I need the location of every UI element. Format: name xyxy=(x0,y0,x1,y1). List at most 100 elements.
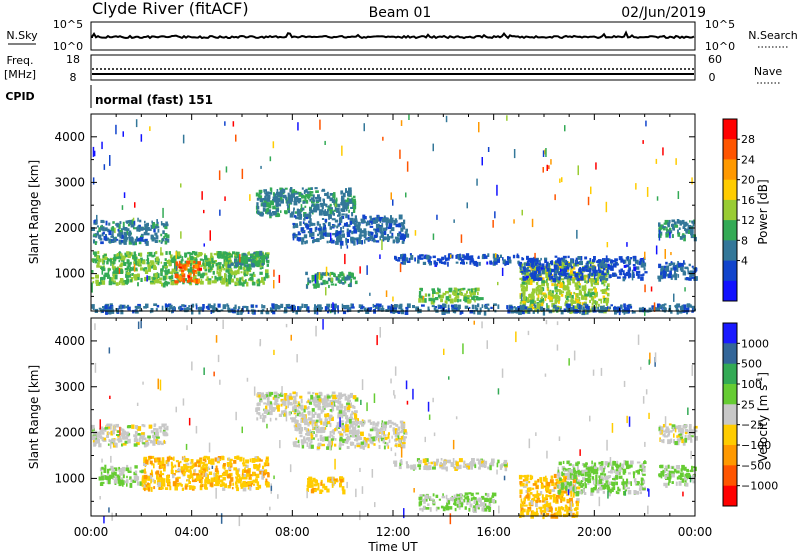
heatmap-cell xyxy=(152,224,155,229)
heatmap-cell xyxy=(464,305,469,309)
heatmap-cell xyxy=(534,305,537,309)
heatmap-cell xyxy=(137,303,141,306)
heatmap-cell xyxy=(447,257,450,261)
heatmap-cell xyxy=(348,429,353,435)
heatmap-cell xyxy=(157,462,162,465)
heatmap-cell xyxy=(133,258,137,261)
heatmap-cell xyxy=(273,394,278,398)
heatmap-cell xyxy=(260,255,264,260)
heatmap-cell xyxy=(663,222,666,225)
heatmap-cell xyxy=(323,198,325,204)
heatmap-cell xyxy=(640,276,644,281)
heatmap-cell xyxy=(166,475,169,478)
heatmap-cell xyxy=(228,466,232,470)
heatmap-cell xyxy=(614,258,618,262)
heatmap-cell xyxy=(541,277,545,282)
heatmap-cell xyxy=(208,460,212,465)
heatmap-cell xyxy=(295,440,299,444)
heatmap-cell xyxy=(112,261,115,266)
heatmap-cell xyxy=(444,303,447,308)
heatmap-cell xyxy=(526,266,529,269)
heatmap-cell xyxy=(332,194,336,198)
heatmap-cell xyxy=(181,304,185,307)
heatmap-cell xyxy=(578,291,582,296)
heatmap-cell xyxy=(160,233,163,237)
heatmap-cell xyxy=(136,275,140,281)
heatmap-cell xyxy=(673,221,677,225)
heatmap-cell xyxy=(298,191,302,197)
heatmap-cell xyxy=(352,195,356,198)
heatmap-cell xyxy=(275,196,278,201)
heatmap-cell xyxy=(329,477,333,481)
heatmap-cell xyxy=(240,483,244,487)
heatmap-cell xyxy=(605,301,609,306)
heatmap-cell xyxy=(596,280,599,283)
heatmap-cell xyxy=(114,274,118,280)
heatmap-cell xyxy=(575,257,578,263)
heatmap-cell xyxy=(330,303,333,308)
heatmap-cell xyxy=(627,259,632,265)
heatmap-cell xyxy=(669,232,671,239)
heatmap-cell xyxy=(152,434,156,438)
heatmap-cell xyxy=(363,123,365,132)
heatmap-cell xyxy=(587,196,590,206)
heatmap-cell xyxy=(474,304,477,309)
heatmap-cell xyxy=(317,438,320,441)
heatmap-cell xyxy=(546,283,549,289)
heatmap-cell xyxy=(305,240,308,244)
heatmap-cell xyxy=(141,484,145,487)
heatmap-cell xyxy=(424,293,427,297)
heatmap-cell xyxy=(353,200,357,206)
heatmap-cell xyxy=(640,263,645,268)
heatmap-cell xyxy=(322,210,326,215)
heatmap-cell xyxy=(210,268,213,272)
heatmap-cell xyxy=(537,284,542,288)
heatmap-cell xyxy=(114,476,118,482)
heatmap-cell xyxy=(184,483,189,487)
heatmap-cell xyxy=(175,273,179,279)
heatmap-cell xyxy=(233,459,237,464)
heatmap-cell xyxy=(433,260,437,265)
heatmap-cell xyxy=(188,305,191,308)
heatmap-cell xyxy=(281,400,285,406)
heatmap-cell xyxy=(301,237,305,243)
heatmap-cell xyxy=(294,426,297,431)
heatmap-cell xyxy=(133,434,137,438)
heatmap-cell xyxy=(348,307,352,312)
heatmap-cell xyxy=(445,300,448,304)
heatmap-cell xyxy=(280,403,283,407)
heatmap-cell xyxy=(329,240,331,243)
heatmap-cell xyxy=(591,265,595,270)
heatmap-cell xyxy=(284,307,287,312)
heatmap-cell xyxy=(280,200,282,203)
heatmap-cell xyxy=(470,299,472,303)
heatmap-cell xyxy=(192,269,197,273)
heatmap-cell xyxy=(354,215,357,219)
heatmap-cell xyxy=(432,290,436,294)
heatmap-cell xyxy=(373,443,376,446)
heatmap-cell xyxy=(118,251,121,254)
heatmap-cell xyxy=(295,415,297,419)
heatmap-cell xyxy=(213,472,216,477)
heatmap-cell xyxy=(329,226,332,230)
heatmap-cell xyxy=(98,234,102,239)
heatmap-cell xyxy=(548,272,551,275)
heatmap-cell xyxy=(311,399,316,402)
heatmap-cell xyxy=(521,293,523,301)
heatmap-cell xyxy=(108,468,111,471)
heatmap-cell xyxy=(186,260,190,263)
heatmap-cell xyxy=(371,235,374,241)
heatmap-cell xyxy=(571,295,574,299)
heatmap-cell xyxy=(328,284,330,289)
heatmap-cell xyxy=(541,307,545,312)
heatmap-cell xyxy=(554,307,558,312)
heatmap-cell xyxy=(408,257,411,261)
heatmap-cell xyxy=(401,240,405,244)
heatmap-cell xyxy=(466,261,468,265)
heatmap-cell xyxy=(223,463,226,467)
heatmap-cell xyxy=(94,251,97,257)
heatmap-cell xyxy=(158,426,163,430)
heatmap-cell xyxy=(328,308,330,311)
heatmap-cell xyxy=(448,287,453,291)
heatmap-cell xyxy=(317,221,319,226)
